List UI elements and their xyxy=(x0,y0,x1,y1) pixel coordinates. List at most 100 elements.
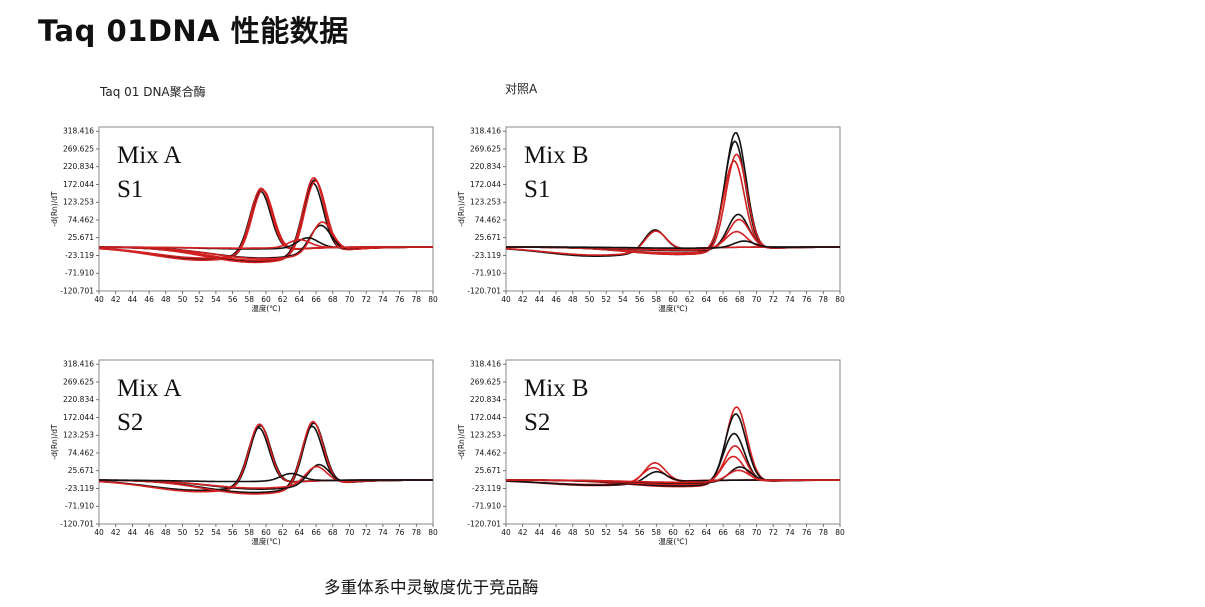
y-tick-label: 74.462 xyxy=(475,215,501,224)
x-tick-label: 44 xyxy=(535,295,545,304)
panel-label: Mix A xyxy=(117,142,182,169)
y-tick-label: 220.834 xyxy=(63,162,94,171)
y-tick-label: 123.253 xyxy=(470,431,501,440)
y-tick-label: 172.044 xyxy=(470,180,501,189)
x-tick-label: 44 xyxy=(128,295,138,304)
x-tick-label: 80 xyxy=(835,528,845,537)
y-tick-label: 220.834 xyxy=(470,395,501,404)
y-tick-label: -23.119 xyxy=(472,251,501,260)
panel-label: S1 xyxy=(524,176,550,203)
group-label-left: Taq 01 DNA聚合酶 xyxy=(100,85,206,99)
x-tick-label: 58 xyxy=(245,528,255,537)
y-tick-label: 25.671 xyxy=(68,233,94,242)
x-tick-label: 40 xyxy=(94,528,104,537)
x-tick-label: 72 xyxy=(768,295,778,304)
y-tick-label: 74.462 xyxy=(68,215,94,224)
x-tick-label: 68 xyxy=(735,295,745,304)
chart-mix-b-s2: 318.416 269.625 220.834 172.044 123.253 74.46… xyxy=(457,359,845,546)
x-tick-label: 70 xyxy=(345,295,355,304)
x-tick-label: 56 xyxy=(635,295,645,304)
x-tick-label: 66 xyxy=(718,295,728,304)
x-tick-label: 70 xyxy=(345,528,355,537)
y-tick-label: 318.416 xyxy=(470,127,501,136)
x-tick-label: 54 xyxy=(211,528,221,537)
y-tick-label: 123.253 xyxy=(63,431,94,440)
x-tick-label: 62 xyxy=(685,528,695,537)
x-tick-label: 58 xyxy=(652,295,662,304)
y-tick-label: -120.701 xyxy=(467,287,501,296)
y-tick-label: -71.910 xyxy=(472,269,501,278)
y-tick-label: -120.701 xyxy=(60,520,94,529)
x-tick-label: 56 xyxy=(228,295,238,304)
x-tick-label: 60 xyxy=(668,295,678,304)
y-tick-label: -23.119 xyxy=(65,251,94,260)
x-tick-label: 72 xyxy=(361,528,371,537)
y-tick-label: 269.625 xyxy=(470,377,501,386)
plot-frame xyxy=(98,126,434,292)
y-tick-label: 172.044 xyxy=(63,180,94,189)
y-tick-label: 269.625 xyxy=(470,144,501,153)
x-tick-label: 80 xyxy=(835,295,845,304)
x-tick-label: 54 xyxy=(211,295,221,304)
x-tick-label: 64 xyxy=(702,295,712,304)
page-title: Taq 01DNA 性能数据 xyxy=(38,14,349,48)
x-tick-label: 62 xyxy=(278,528,288,537)
x-tick-label: 52 xyxy=(601,295,611,304)
x-axis-title: 温度(℃) xyxy=(658,536,687,546)
x-tick-label: 60 xyxy=(261,295,271,304)
x-tick-label: 48 xyxy=(568,295,578,304)
y-tick-label: -23.119 xyxy=(65,484,94,493)
x-tick-label: 76 xyxy=(802,528,812,537)
y-tick-label: 25.671 xyxy=(68,466,94,475)
x-tick-label: 42 xyxy=(111,528,121,537)
x-tick-label: 50 xyxy=(178,295,188,304)
y-tick-label: -23.119 xyxy=(472,484,501,493)
y-axis-title: -d(Rn)/dT xyxy=(50,191,59,227)
y-tick-label: -120.701 xyxy=(467,520,501,529)
x-tick-label: 58 xyxy=(245,295,255,304)
melt-curve-black xyxy=(506,240,840,249)
x-tick-label: 74 xyxy=(378,528,388,537)
melt-curve-black xyxy=(99,472,433,483)
caption: 多重体系中灵敏度优于竞品酶 xyxy=(324,578,539,597)
x-tick-label: 42 xyxy=(518,528,528,537)
y-tick-label: 172.044 xyxy=(63,413,94,422)
x-tick-label: 68 xyxy=(735,528,745,537)
x-tick-label: 46 xyxy=(144,295,154,304)
panel-label: Mix B xyxy=(524,375,589,402)
x-tick-label: 50 xyxy=(585,528,595,537)
x-tick-label: 42 xyxy=(518,295,528,304)
y-tick-label: -71.910 xyxy=(472,502,501,511)
x-tick-label: 52 xyxy=(194,528,204,537)
y-tick-label: 25.671 xyxy=(475,233,501,242)
x-tick-label: 66 xyxy=(311,295,321,304)
x-tick-label: 54 xyxy=(618,295,628,304)
x-tick-label: 70 xyxy=(752,295,762,304)
chart-mix-a-s1: 318.416 269.625 220.834 172.044 123.253 74.46… xyxy=(50,126,438,313)
x-tick-label: 48 xyxy=(161,295,171,304)
x-tick-label: 66 xyxy=(311,528,321,537)
x-tick-label: 80 xyxy=(428,528,438,537)
y-tick-label: 318.416 xyxy=(63,127,94,136)
x-tick-label: 74 xyxy=(785,528,795,537)
x-tick-label: 50 xyxy=(585,295,595,304)
x-tick-label: 74 xyxy=(378,295,388,304)
x-tick-label: 76 xyxy=(802,295,812,304)
x-tick-label: 56 xyxy=(228,528,238,537)
y-axis-title: -d(Rn)/dT xyxy=(50,424,59,460)
panel-label: S2 xyxy=(117,409,143,436)
x-tick-label: 80 xyxy=(428,295,438,304)
x-tick-label: 64 xyxy=(702,528,712,537)
x-tick-label: 74 xyxy=(785,295,795,304)
x-tick-label: 40 xyxy=(501,528,511,537)
y-tick-label: 123.253 xyxy=(470,198,501,207)
x-tick-label: 72 xyxy=(768,528,778,537)
x-tick-label: 54 xyxy=(618,528,628,537)
panel-label: S2 xyxy=(524,409,550,436)
x-tick-label: 60 xyxy=(261,528,271,537)
y-tick-label: -71.910 xyxy=(65,502,94,511)
x-tick-label: 46 xyxy=(144,528,154,537)
y-tick-label: 74.462 xyxy=(475,448,501,457)
y-tick-label: 172.044 xyxy=(470,413,501,422)
x-tick-label: 46 xyxy=(551,295,561,304)
